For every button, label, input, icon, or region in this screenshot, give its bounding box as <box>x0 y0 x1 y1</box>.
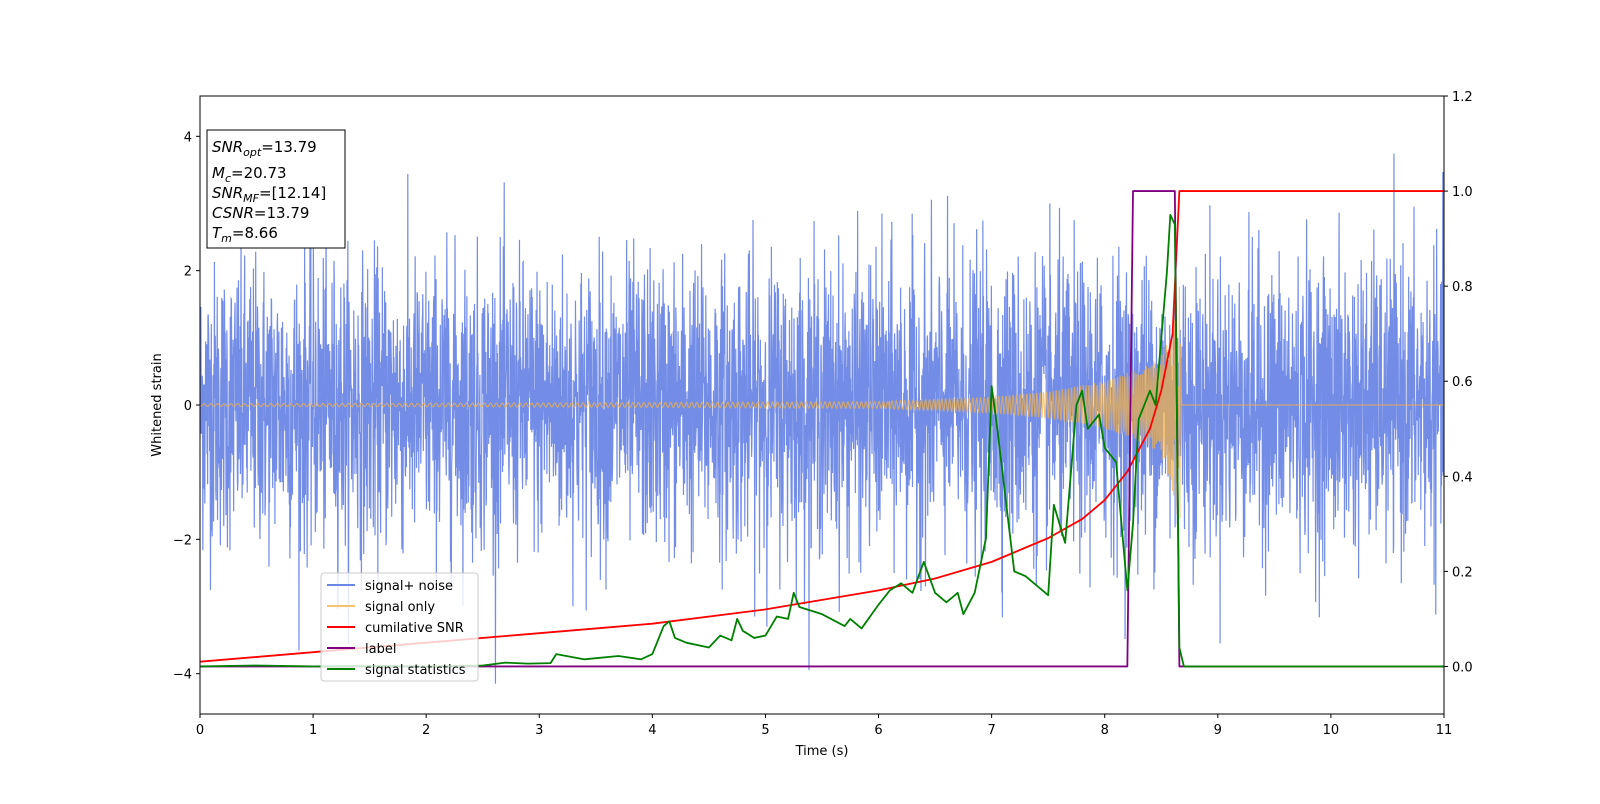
info-box: SNRopt=13.79 Mc=20.73 SNRMF=[12.14] CSNR… <box>206 129 346 249</box>
tm-text: Tm=8.66 <box>212 224 278 245</box>
x-tick-label-0: 0 <box>196 723 204 738</box>
x-tick-label-1: 1 <box>309 723 317 738</box>
x-tick-label-10: 10 <box>1323 723 1340 738</box>
x-axis-label: Time (s) <box>795 744 849 759</box>
x-tick-label-3: 3 <box>535 723 543 738</box>
x-tick-label-11: 11 <box>1436 723 1453 738</box>
y-tick-label-3: −2 <box>173 533 192 548</box>
series-signal-statistics-line <box>200 213 1444 668</box>
y-tick-label-0: 4 <box>184 130 192 145</box>
y2-tick-label-6: 0.0 <box>1452 660 1473 675</box>
y-axis-label: Whitened strain <box>150 353 165 456</box>
x-tick-label-5: 5 <box>761 723 769 738</box>
legend-label-signal-only: signal only <box>365 600 435 615</box>
snr-opt-text: SNRopt=13.79 <box>212 138 317 159</box>
y-tick-label-2: 0 <box>184 399 192 414</box>
x-tick-label-6: 6 <box>874 723 882 738</box>
y2-tick-label-5: 0.2 <box>1452 565 1473 580</box>
x-tick-label-9: 9 <box>1214 723 1222 738</box>
legend-label-cumulative-snr: cumilative SNR <box>365 621 464 636</box>
y-tick-label-1: 2 <box>184 265 192 280</box>
series-layer <box>200 153 1444 684</box>
y2-tick-label-3: 0.6 <box>1452 375 1473 390</box>
mc-text: Mc=20.73 <box>212 164 287 185</box>
legend-label-signal-noise: signal+ noise <box>365 579 453 594</box>
y2-tick-label-4: 0.4 <box>1452 470 1473 485</box>
legend-label-signal-statistics: signal statistics <box>365 663 466 678</box>
x-tick-label-7: 7 <box>987 723 995 738</box>
csnr-text: CSNR=13.79 <box>212 204 309 222</box>
x-tick-label-4: 4 <box>648 723 656 738</box>
x-tick-label-8: 8 <box>1101 723 1109 738</box>
y2-tick-label-0: 1.2 <box>1452 90 1473 105</box>
legend-frame <box>320 572 479 682</box>
axes-layer: 0 1 2 3 4 5 6 7 8 9 10 11 4 2 0 −2 −4 1.2 1.0 0.8 0.6 0.4 0.2 0… <box>173 90 1473 738</box>
y2-tick-label-2: 0.8 <box>1452 280 1473 295</box>
y-tick-label-4: −4 <box>173 668 192 683</box>
y2-tick-label-1: 1.0 <box>1452 185 1473 200</box>
snr-mf-text: SNRMF=[12.14] <box>212 184 326 205</box>
info-box-frame <box>206 129 346 249</box>
series-cumulative-snr-line <box>200 190 1444 663</box>
x-tick-label-2: 2 <box>422 723 430 738</box>
series-signal-only-line <box>200 286 1444 519</box>
legend: signal+ noise signal only cumilative SNR… <box>320 572 479 682</box>
legend-label-label: label <box>365 642 396 657</box>
